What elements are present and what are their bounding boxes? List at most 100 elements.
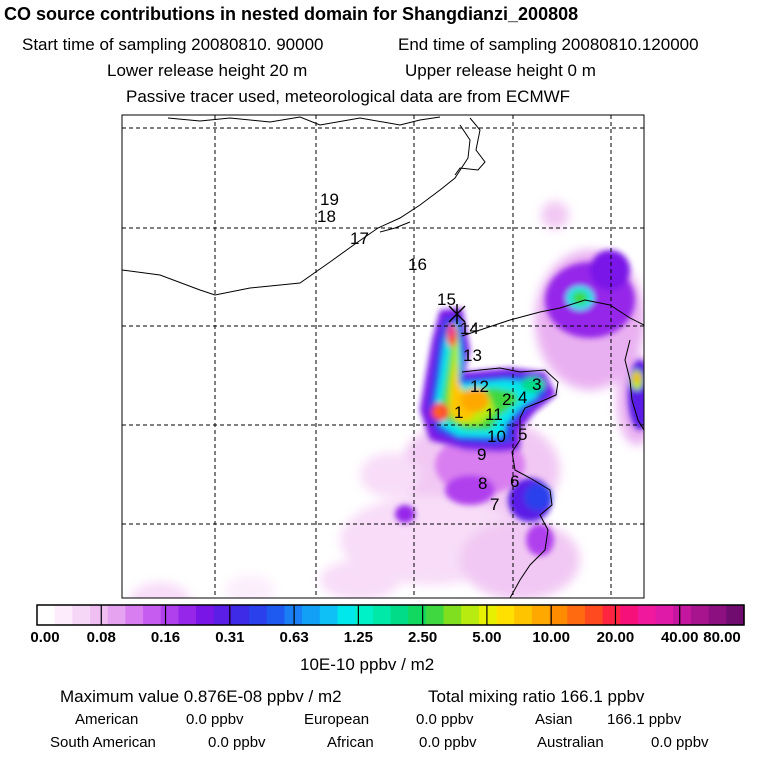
trajectory-label: 19 [320, 190, 339, 209]
trajectory-label: 11 [485, 405, 503, 424]
trajectory-label: 18 [317, 207, 336, 226]
colorbar-swatch [408, 605, 427, 625]
colorbar-swatch [514, 605, 533, 625]
colorbar-swatch [178, 605, 197, 625]
colorbar-tick-label: 0.16 [150, 629, 181, 646]
colorbar-swatch [549, 605, 568, 625]
colorbar-swatch [443, 605, 462, 625]
region-african-value: 0.0 ppbv [419, 734, 477, 751]
colorbar-swatch [143, 605, 162, 625]
colorbar-swatch [266, 605, 286, 625]
trajectory-label: 2 [502, 390, 511, 409]
end-sampling-text: End time of sampling 20080810.120000 [398, 35, 699, 54]
colorbar-swatch [90, 605, 109, 625]
region-south-american-value: 0.0 ppbv [208, 734, 266, 751]
colorbar-tick-label: 10.00 [532, 629, 570, 646]
colorbar-swatch [72, 605, 91, 625]
colorbar-swatch [54, 605, 73, 625]
max-value-text: Maximum value 0.876E-08 ppbv / m2 [60, 687, 342, 706]
region-south-american-name: South American [50, 734, 156, 751]
colorbar-swatch [107, 605, 126, 625]
colorbar-tick-label: 1.25 [343, 629, 373, 646]
colorbar-swatch [461, 605, 480, 625]
region-american-name: American [75, 711, 139, 728]
colorbar-swatch [567, 605, 586, 625]
region-european-value: 0.0 ppbv [416, 711, 474, 728]
colorbar-swatch [231, 605, 250, 625]
colorbar-swatch [478, 605, 498, 625]
colorbar-swatch [637, 605, 657, 625]
trajectory-label: 13 [463, 346, 482, 365]
colorbar-swatch [355, 605, 374, 625]
colorbar-swatch [708, 605, 727, 625]
colorbar [37, 605, 745, 625]
trajectory-label: 6 [510, 472, 519, 491]
trajectory-label: 17 [350, 229, 369, 248]
trajectory-label: 7 [490, 495, 499, 514]
plot-frame [121, 114, 645, 599]
trajectory-label: 1 [454, 403, 463, 422]
colorbar-tick-label: 5.00 [472, 629, 502, 646]
colorbar-tick-label: 0.31 [215, 629, 245, 646]
colorbar-tick-label: 20.00 [596, 629, 635, 646]
colorbar-swatch [726, 605, 745, 625]
colorbar-swatch [160, 605, 180, 625]
map-grid [122, 115, 644, 598]
colorbar-tick-label: 2.50 [408, 629, 438, 646]
trajectory-label: 5 [518, 425, 527, 444]
colorbar-swatch [302, 605, 321, 625]
region-asian-name: Asian [535, 711, 573, 728]
colorbar-swatch [531, 605, 551, 625]
trajectory-label: 8 [478, 474, 487, 493]
concentration-field [130, 201, 644, 598]
trajectory-label: 3 [532, 375, 541, 394]
colorbar-swatch [196, 605, 215, 625]
colorbar-swatch [249, 605, 268, 625]
trajectory-label: 4 [518, 388, 527, 407]
colorbar-tick-label: 0.08 [86, 629, 116, 646]
colorbar-swatch [496, 605, 515, 625]
colorbar-swatch [620, 605, 639, 625]
colorbar-tick-label: 40.00 [660, 629, 699, 646]
region-asian-value: 166.1 ppbv [607, 711, 682, 728]
trajectory-label: 12 [470, 377, 489, 396]
trajectory-label: 15 [437, 290, 456, 309]
colorbar-swatch [125, 605, 144, 625]
colorbar-swatch [37, 605, 56, 625]
chart-title: CO source contributions in nested domain… [4, 4, 579, 24]
total-mixing-ratio-text: Total mixing ratio 166.1 ppbv [428, 687, 645, 706]
lower-release-text: Lower release height 20 m [107, 61, 308, 80]
colorbar-swatch [690, 605, 710, 625]
start-sampling-text: Start time of sampling 20080810. 90000 [22, 35, 324, 54]
region-australian-value: 0.0 ppbv [651, 734, 709, 751]
trajectory-label: 9 [477, 445, 486, 464]
colorbar-tick-label: 0.63 [279, 629, 309, 646]
trajectory-label: 14 [460, 319, 479, 338]
region-european-name: European [304, 711, 370, 728]
colorbar-swatch [425, 605, 445, 625]
colorbar-tick-label: 0.00 [30, 629, 60, 646]
colorbar-swatch [372, 605, 392, 625]
colorbar-ticks [100, 605, 681, 625]
region-australian-name: Australian [537, 734, 604, 751]
colorbar-swatch [213, 605, 233, 625]
region-american-value: 0.0 ppbv [186, 711, 244, 728]
trajectory-label: 10 [487, 427, 506, 446]
colorbar-frame [36, 604, 745, 626]
colorbar-units: 10E-10 ppbv / m2 [300, 655, 435, 674]
colorbar-swatch [602, 605, 621, 625]
colorbar-swatch [337, 605, 356, 625]
colorbar-tick-label: 80.00 [703, 629, 741, 646]
colorbar-swatch [673, 605, 692, 625]
colorbar-swatch [319, 605, 339, 625]
trajectory-label: 16 [408, 255, 427, 274]
coastlines [122, 116, 644, 598]
colorbar-swatch [655, 605, 674, 625]
receptor-marker [448, 304, 466, 324]
colorbar-swatch [390, 605, 409, 625]
region-african-name: African [327, 734, 374, 751]
upper-release-text: Upper release height 0 m [405, 61, 596, 80]
data-source-note: Passive tracer used, meteorological data… [126, 87, 571, 106]
